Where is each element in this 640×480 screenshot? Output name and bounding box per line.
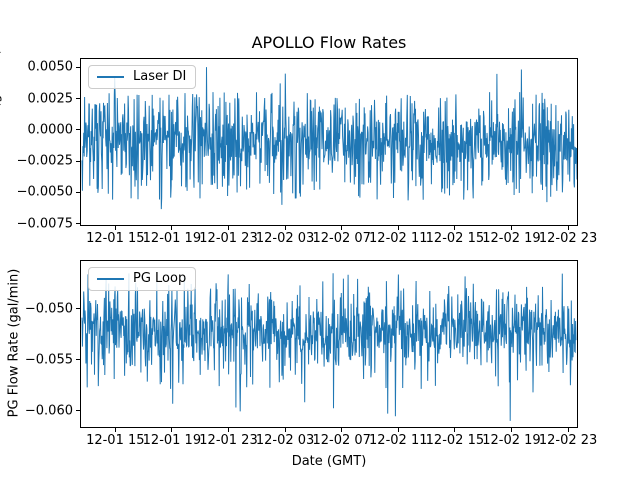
y-tick-label: −0.050 (24, 301, 73, 317)
x-tick (397, 427, 399, 432)
y-tick-label: −0.0025 (16, 153, 73, 169)
y-tick (76, 98, 80, 100)
y-tick (76, 129, 80, 131)
x-tick-label: 12-02 19 (482, 230, 541, 246)
x-tick (284, 225, 286, 230)
flow-series-line (81, 272, 577, 421)
x-tick (454, 225, 456, 230)
x-tick (114, 225, 116, 230)
x-tick-label: 12-02 03 (255, 432, 315, 448)
y-tick-label: 0.0025 (27, 91, 74, 107)
x-tick (171, 225, 173, 230)
legend-laser-di: Laser DI (88, 64, 197, 89)
x-tick-label: 12-01 15 (86, 432, 145, 448)
y-tick (76, 160, 80, 162)
x-tick (567, 225, 569, 230)
x-tick-label: 12-01 15 (86, 230, 145, 246)
x-tick-label: 12-02 07 (312, 432, 371, 448)
x-axis-label: Date (GMT) (291, 454, 367, 469)
legend-line-sample (97, 75, 124, 78)
subplot-laser-di: Laser DI 0.0050 0.0025 0.0000 −0.0025 −0.005… (17, 57, 597, 246)
y-tick (76, 308, 80, 310)
x-tick-label: 12-02 07 (312, 230, 371, 246)
x-tick (397, 225, 399, 230)
legend-label: PG Loop (133, 270, 187, 286)
x-tick-label: 12-02 23 (538, 432, 598, 448)
x-tick (114, 427, 116, 432)
legend-label: Laser DI (133, 68, 187, 84)
x-tick (341, 225, 343, 230)
x-tick (284, 427, 286, 432)
y-tick-label: −0.0050 (16, 184, 73, 200)
subplot-pg-loop: PG Loop −0.050 −0.055 −0.060 12-01 15 12-01 … (25, 259, 597, 448)
y-tick-label: 0.0000 (27, 122, 74, 138)
y-axis-label-pg: PG Flow Rate (gal/min) (6, 268, 22, 418)
y-tick-label: −0.0075 (16, 216, 73, 232)
y-tick (76, 66, 80, 68)
x-tick-label: 12-02 11 (369, 432, 428, 448)
x-tick-label: 12-02 15 (425, 230, 485, 246)
chart-title: APOLLO Flow Rates (251, 33, 407, 52)
x-tick-label: 12-02 03 (255, 230, 315, 246)
x-tick (228, 427, 229, 432)
x-tick (567, 427, 569, 432)
x-tick-label: 12-02 23 (538, 230, 598, 246)
x-tick (171, 427, 173, 432)
x-tick (341, 427, 343, 432)
x-tick-label: 12-02 15 (425, 432, 485, 448)
x-tick (510, 225, 512, 230)
x-tick (454, 427, 456, 432)
x-tick-label: 12-01 23 (199, 432, 258, 448)
x-tick-label: 12-01 19 (142, 230, 202, 246)
y-axis-label-laser-di: Laser DI Flow Rate (gal/min) (0, 48, 3, 234)
x-tick-label: 12-01 19 (142, 432, 202, 448)
y-tick (76, 410, 80, 412)
x-tick (228, 225, 229, 230)
x-tick-label: 12-01 23 (199, 230, 258, 246)
y-tick (76, 359, 80, 361)
y-tick-label: −0.055 (24, 352, 73, 368)
flow-series-line (81, 66, 577, 209)
legend-line-sample (97, 277, 124, 280)
x-tick-label: 12-02 19 (482, 432, 541, 448)
x-tick-label: 12-02 11 (369, 230, 428, 246)
legend-pg-loop: PG Loop (88, 266, 197, 291)
y-tick-label: −0.060 (24, 403, 73, 419)
y-tick (76, 191, 80, 193)
y-tick-label: 0.0050 (27, 59, 74, 75)
x-tick (510, 427, 512, 432)
y-tick (76, 223, 80, 225)
